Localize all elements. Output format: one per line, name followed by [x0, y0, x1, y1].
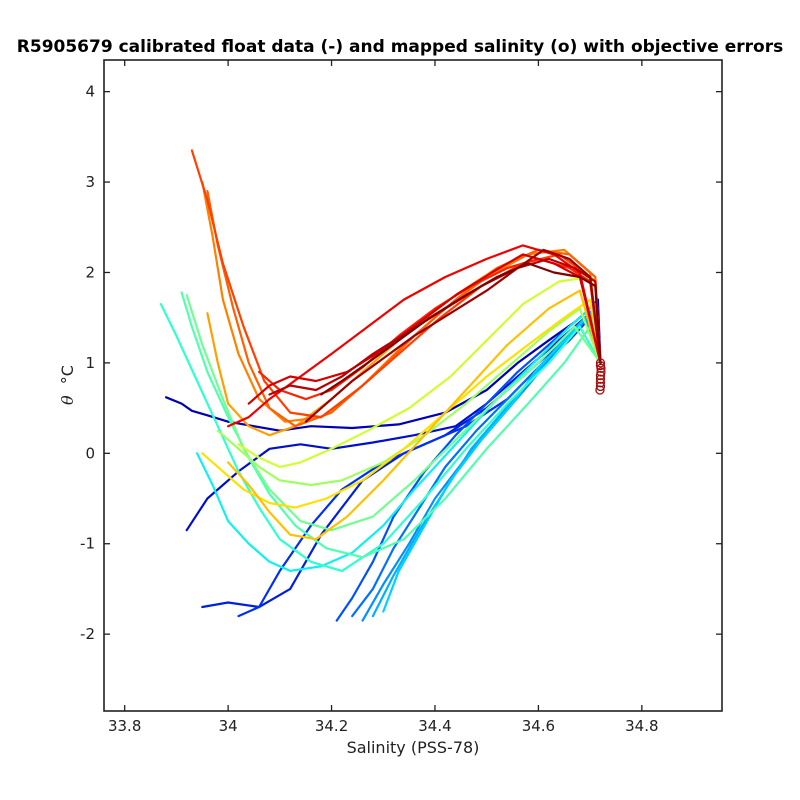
mapped-salinity-point: [595, 370, 606, 381]
profile-line-12: [185, 294, 602, 532]
y-tick-label: -2: [80, 625, 95, 643]
profile-line-15: [201, 298, 602, 509]
profile-line-8: [382, 312, 602, 613]
y-tick-label: 4: [85, 83, 95, 101]
mapped-salinity-point: [595, 374, 606, 384]
y-tick-label: 0: [85, 444, 95, 462]
chart-title: R5905679 calibrated float data (-) and m…: [17, 37, 783, 57]
y-axis-label-unit: °C: [58, 365, 77, 384]
profile-line-14: [237, 275, 602, 468]
profile-line-13: [216, 307, 602, 487]
mapped-salinity-point: [595, 358, 606, 368]
y-tick-label: 1: [85, 354, 95, 372]
profile-line-25: [304, 248, 602, 423]
y-tick-label: 3: [85, 173, 95, 191]
x-tick-label: 34.8: [625, 717, 658, 735]
profile-line-11: [180, 291, 602, 559]
profile-line-16: [227, 289, 602, 541]
profile-line-10: [159, 303, 602, 573]
y-tick-label: 2: [85, 263, 95, 281]
profile-line-9: [196, 303, 602, 573]
x-tick-label: 34: [219, 717, 238, 735]
mapped-salinity-point: [595, 378, 606, 388]
x-tick-label: 33.8: [108, 717, 141, 735]
profile-line-26: [320, 262, 602, 396]
profile-line-21: [258, 257, 602, 401]
profile-line-20: [190, 149, 602, 419]
profile-line-23: [247, 253, 602, 405]
x-tick-label: 34.2: [315, 717, 348, 735]
x-tick-label: 34.6: [522, 717, 555, 735]
y-axis-label: θ °C: [58, 365, 77, 405]
x-tick-label: 34.4: [418, 717, 451, 735]
y-tick-label: -1: [80, 535, 95, 553]
y-axis-label-symbol: θ: [58, 395, 77, 405]
mapped-salinity-point: [596, 363, 606, 373]
mapped-salinity-point: [595, 381, 606, 392]
mapped-salinity-point: [595, 385, 605, 395]
svg-text:θ °C: θ °C: [58, 365, 77, 405]
profile-line-7: [371, 316, 602, 618]
x-axis-label: Salinity (PSS-78): [347, 738, 480, 757]
plot-frame: [103, 59, 723, 712]
plot-area: [159, 149, 606, 622]
mapped-salinity-point: [596, 367, 606, 377]
